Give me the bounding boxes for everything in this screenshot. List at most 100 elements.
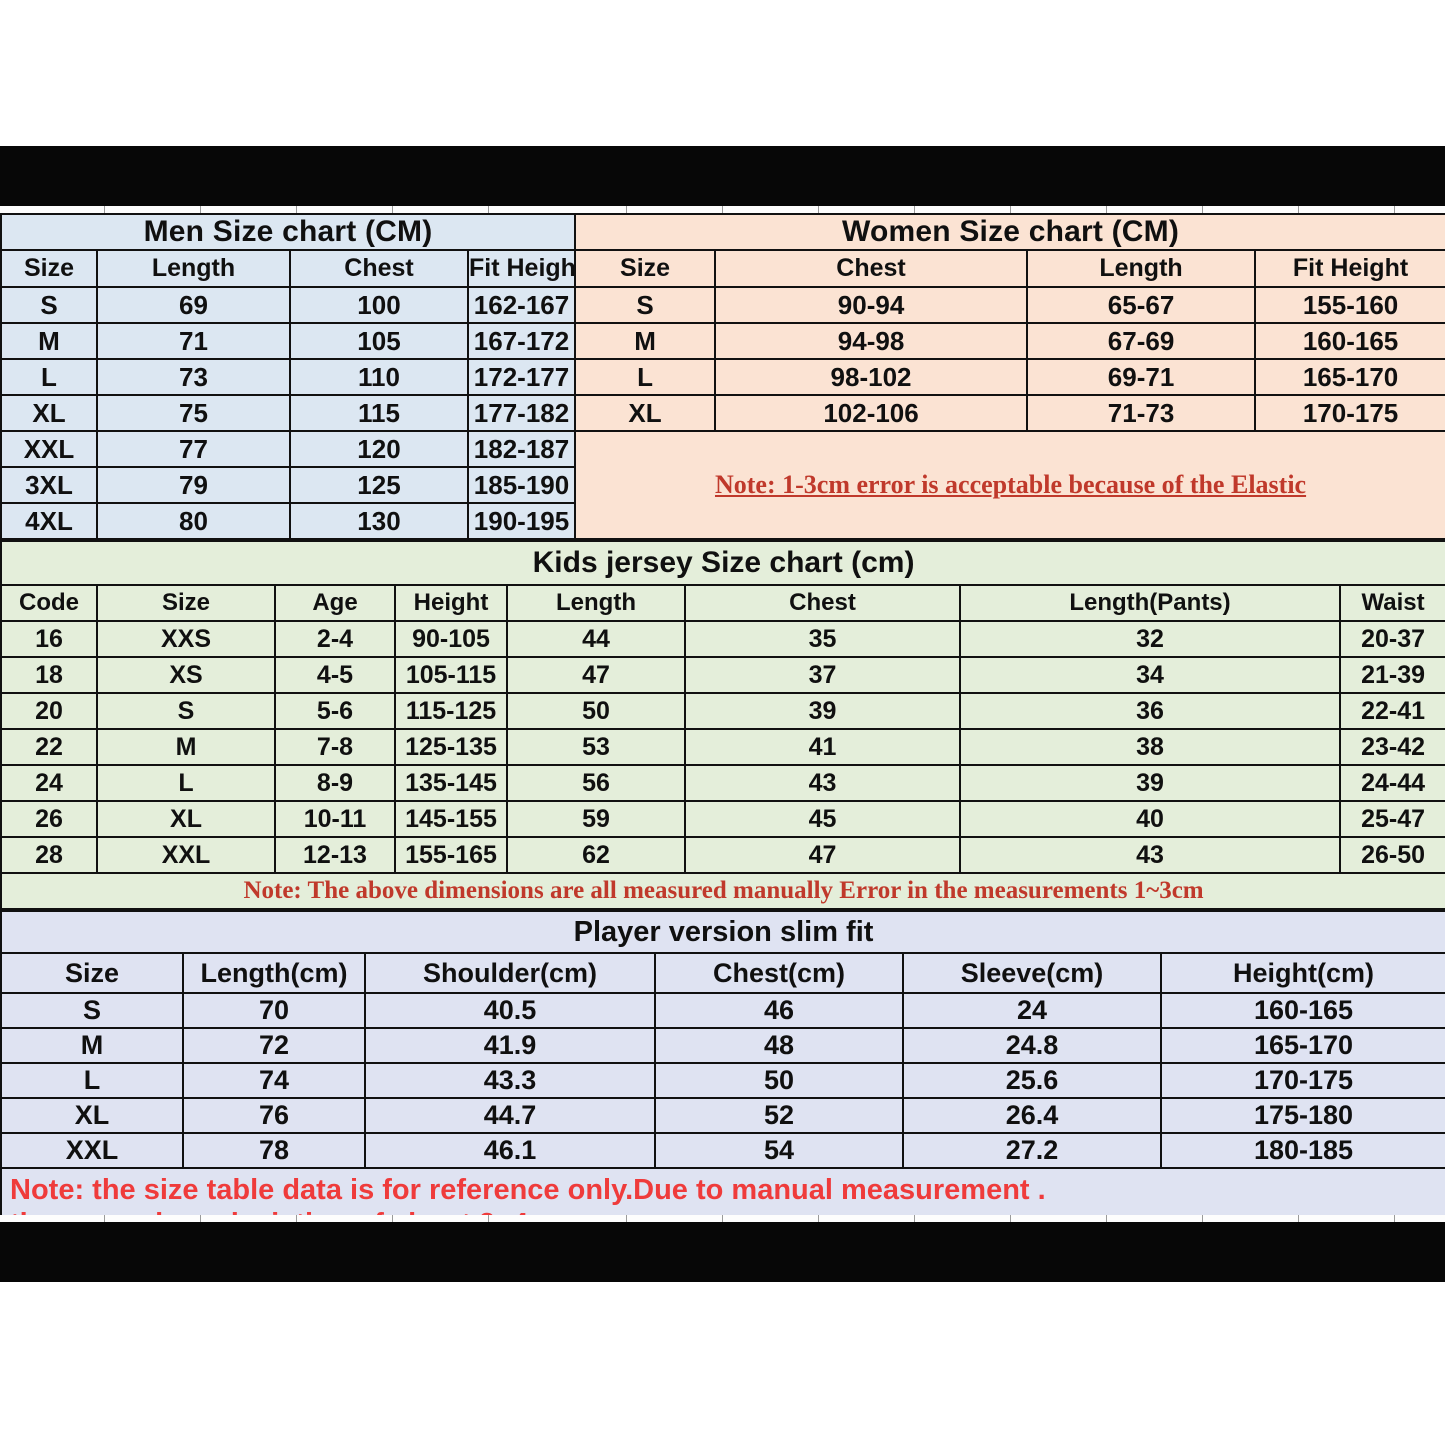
player-cell: 25.6 xyxy=(902,1062,1162,1099)
kids-cell: 21-39 xyxy=(1338,656,1445,694)
men-cell: 79 xyxy=(96,466,291,504)
player-cell: XXL xyxy=(0,1132,184,1169)
chart-title-row: Men Size chart (CM) Women Size chart (CM… xyxy=(0,213,1445,251)
kids-cell: 90-105 xyxy=(394,620,508,658)
kids-cell: 7-8 xyxy=(274,728,396,766)
player-cell: 70 xyxy=(182,992,366,1029)
player-cell: 180-185 xyxy=(1159,1132,1445,1169)
player-chart-title: Player version slim fit xyxy=(0,910,1445,954)
kids-cell: 47 xyxy=(684,836,961,874)
table-row: 18 XS 4-5 105-115 47 37 34 21-39 xyxy=(0,656,1445,694)
kids-cell: 105-115 xyxy=(394,656,508,694)
men-cell: 71 xyxy=(96,322,291,360)
kids-cell: XXS xyxy=(96,620,276,658)
table-row: 22 M 7-8 125-135 53 41 38 23-42 xyxy=(0,728,1445,766)
kids-cell: 20-37 xyxy=(1338,620,1445,658)
kids-cell: 8-9 xyxy=(274,764,396,802)
table-row: M 72 41.9 48 24.8 165-170 xyxy=(0,1027,1445,1064)
kids-cell: 25-47 xyxy=(1338,800,1445,838)
kids-cell: 39 xyxy=(959,764,1341,802)
table-row: S 69 100 162-167 S 90-94 65-67 155-160 xyxy=(0,286,1445,324)
player-col-shoulder: Shoulder(cm) xyxy=(364,952,656,994)
player-cell: 26.4 xyxy=(902,1097,1162,1134)
kids-note-row: Note: The above dimensions are all measu… xyxy=(0,872,1445,910)
kids-col-height: Height xyxy=(394,584,508,622)
table-row: 26 XL 10-11 145-155 59 45 40 25-47 xyxy=(0,800,1445,838)
men-cell: 125 xyxy=(289,466,469,504)
table-row: 28 XXL 12-13 155-165 62 47 43 26-50 xyxy=(0,836,1445,874)
player-cell: 76 xyxy=(182,1097,366,1134)
kids-cell: 155-165 xyxy=(394,836,508,874)
table-row: L 73 110 172-177 L 98-102 69-71 165-170 xyxy=(0,358,1445,396)
men-cell: S xyxy=(0,286,98,324)
women-cell: 102-106 xyxy=(714,394,1029,432)
men-women-header-row: Size Length Chest Fit Height Size Chest … xyxy=(0,249,1445,288)
kids-cell: 4-5 xyxy=(274,656,396,694)
player-cell: 54 xyxy=(654,1132,904,1169)
table-row: 3XL 79 125 185-190 xyxy=(0,466,1445,504)
men-col-chest: Chest xyxy=(289,249,469,288)
men-cell: 130 xyxy=(289,502,469,540)
kids-cell: 38 xyxy=(959,728,1341,766)
kids-col-code: Code xyxy=(0,584,98,622)
kids-cell: 125-135 xyxy=(394,728,508,766)
kids-cell: S xyxy=(96,692,276,730)
table-row: L 74 43.3 50 25.6 170-175 xyxy=(0,1062,1445,1099)
kids-cell: 22-41 xyxy=(1338,692,1445,730)
final-note-line-1: Note: the size table data is for referen… xyxy=(10,1174,1046,1207)
women-col-length: Length xyxy=(1026,249,1257,288)
men-cell: L xyxy=(0,358,98,396)
player-cell: M xyxy=(0,1027,184,1064)
kids-cell: 28 xyxy=(0,836,98,874)
kids-cell: 115-125 xyxy=(394,692,508,730)
women-chart-title: Women Size chart (CM) xyxy=(574,213,1445,251)
women-col-fit-height: Fit Height xyxy=(1254,249,1445,288)
player-cell: 43.3 xyxy=(364,1062,656,1099)
kids-cell: 45 xyxy=(684,800,961,838)
kids-cell: 43 xyxy=(684,764,961,802)
men-cell: 172-177 xyxy=(466,358,577,396)
men-cell: 73 xyxy=(96,358,291,396)
kids-cell: 24 xyxy=(0,764,98,802)
kids-cell: 18 xyxy=(0,656,98,694)
kids-cell: 23-42 xyxy=(1338,728,1445,766)
men-col-fit-height: Fit Height xyxy=(466,249,577,288)
table-row: 16 XXS 2-4 90-105 44 35 32 20-37 xyxy=(0,620,1445,658)
player-cell: 46.1 xyxy=(364,1132,656,1169)
men-cell: 190-195 xyxy=(466,502,577,540)
men-cell: 167-172 xyxy=(466,322,577,360)
column-tick-strip-top xyxy=(0,206,1445,213)
women-cell: 69-71 xyxy=(1026,358,1257,396)
women-cell: 170-175 xyxy=(1254,394,1445,432)
men-cell: 177-182 xyxy=(466,394,577,432)
kids-cell: 35 xyxy=(684,620,961,658)
player-cell: 160-165 xyxy=(1159,992,1445,1029)
player-header-row: Size Length(cm) Shoulder(cm) Chest(cm) S… xyxy=(0,952,1445,994)
player-version-table: Player version slim fit Size Length(cm) … xyxy=(0,910,1445,1251)
kids-col-length-pants: Length(Pants) xyxy=(959,584,1341,622)
kids-cell: XL xyxy=(96,800,276,838)
kids-cell: 59 xyxy=(506,800,686,838)
kids-cell: 20 xyxy=(0,692,98,730)
table-row: 24 L 8-9 135-145 56 43 39 24-44 xyxy=(0,764,1445,802)
player-cell: 48 xyxy=(654,1027,904,1064)
kids-cell: XXL xyxy=(96,836,276,874)
kids-title-row: Kids jersey Size chart (cm) xyxy=(0,540,1445,586)
women-cell: 67-69 xyxy=(1026,322,1257,360)
women-col-size: Size xyxy=(574,249,717,288)
kids-cell: 26-50 xyxy=(1338,836,1445,874)
kids-cell: 32 xyxy=(959,620,1341,658)
player-cell: 46 xyxy=(654,992,904,1029)
player-cell: 52 xyxy=(654,1097,904,1134)
women-cell: 65-67 xyxy=(1026,286,1257,324)
table-row: XXL 78 46.1 54 27.2 180-185 xyxy=(0,1132,1445,1169)
player-cell: 74 xyxy=(182,1062,366,1099)
kids-cell: 34 xyxy=(959,656,1341,694)
men-cell: XL xyxy=(0,394,98,432)
kids-cell: 16 xyxy=(0,620,98,658)
table-row: 20 S 5-6 115-125 50 39 36 22-41 xyxy=(0,692,1445,730)
kids-cell: 37 xyxy=(684,656,961,694)
letterbox-band-bottom xyxy=(0,1222,1445,1282)
kids-cell: 2-4 xyxy=(274,620,396,658)
kids-cell: 22 xyxy=(0,728,98,766)
